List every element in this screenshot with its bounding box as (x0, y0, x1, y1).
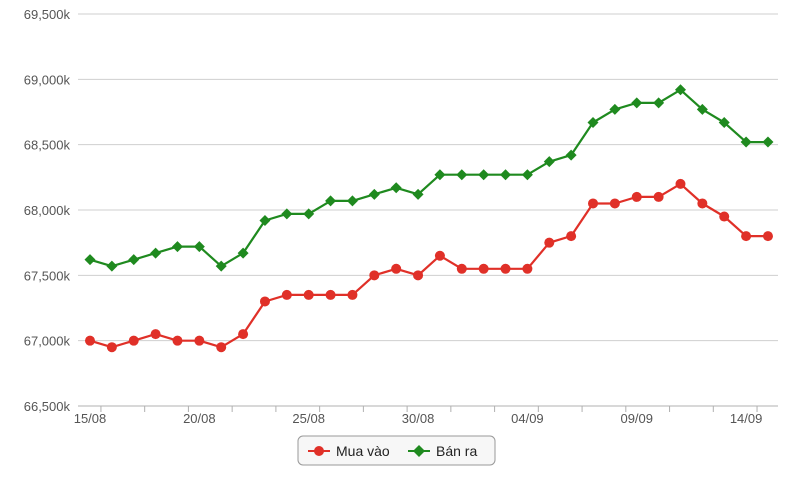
data-point (281, 208, 293, 220)
data-point (128, 335, 139, 346)
data-point (565, 149, 577, 161)
data-point (500, 169, 512, 181)
data-point (303, 289, 314, 300)
data-point (740, 136, 752, 148)
data-point (325, 195, 337, 207)
y-tick-label: 68,500k (24, 138, 71, 153)
data-point (150, 329, 161, 340)
x-axis: 15/08 20/08 25/08 30/08 04/09 09/09 14/09 (74, 406, 763, 426)
x-tick-label: 20/08 (183, 411, 216, 426)
data-point (741, 231, 752, 242)
data-point (346, 195, 358, 207)
data-point (631, 191, 642, 202)
data-point (259, 214, 271, 226)
data-point (171, 241, 183, 253)
data-point (281, 289, 292, 300)
data-point (696, 103, 708, 115)
y-tick-label: 67,500k (24, 268, 71, 283)
data-point (347, 289, 358, 300)
data-point (762, 231, 773, 242)
x-tick-label: 09/09 (620, 411, 653, 426)
data-point (566, 231, 577, 242)
y-axis: 66,500k 67,000k 67,500k 68,000k 68,500k 69,00… (24, 7, 71, 414)
x-tick-label: 14/09 (730, 411, 763, 426)
data-point (259, 296, 270, 307)
legend-item-mua-vao[interactable]: Mua vào (308, 443, 390, 459)
data-point (368, 188, 380, 200)
data-point (237, 247, 249, 259)
data-point (521, 169, 533, 181)
data-point (194, 335, 205, 346)
y-tick-label: 67,000k (24, 334, 71, 349)
data-point (697, 198, 708, 209)
data-point (238, 329, 249, 340)
data-point (412, 188, 424, 200)
data-point (719, 211, 730, 222)
data-point (588, 198, 599, 209)
data-point (675, 178, 686, 189)
data-point (413, 270, 424, 281)
y-tick-label: 69,500k (24, 7, 71, 22)
data-point (128, 254, 140, 266)
data-point (150, 247, 162, 259)
y-tick-label: 68,000k (24, 203, 71, 218)
data-point (215, 260, 227, 272)
data-point (718, 116, 730, 128)
x-tick-label: 04/09 (511, 411, 544, 426)
data-point (544, 237, 555, 248)
data-point (391, 263, 402, 274)
data-point (587, 116, 599, 128)
legend-label-mua-vao: Mua vào (336, 443, 390, 459)
grid-lines (78, 13, 778, 407)
data-point (85, 335, 95, 346)
data-point (500, 263, 511, 274)
data-point (84, 254, 96, 266)
data-point (193, 241, 205, 253)
series-line (89, 88, 768, 268)
data-point (631, 97, 643, 109)
data-point (543, 156, 555, 168)
data-point (434, 250, 445, 261)
legend[interactable]: Mua vào Bán ra (297, 435, 496, 466)
data-point (609, 198, 620, 209)
legend-box (297, 435, 496, 466)
data-point (390, 182, 402, 194)
data-point (172, 335, 183, 346)
data-point (216, 342, 227, 353)
data-point (369, 270, 380, 281)
diamond-marker-icon (413, 445, 425, 457)
series-lines (84, 84, 774, 353)
data-point (106, 260, 118, 272)
data-point (434, 169, 446, 181)
data-point (653, 191, 664, 202)
data-point (325, 289, 336, 300)
data-point (456, 169, 468, 181)
data-point (762, 136, 774, 148)
data-point (522, 263, 533, 274)
data-point (478, 169, 490, 181)
series-line (89, 182, 768, 349)
data-point (653, 97, 665, 109)
legend-item-ban-ra[interactable]: Bán ra (408, 443, 477, 459)
data-point (609, 103, 621, 115)
data-point (106, 342, 117, 353)
x-tick-label: 15/08 (74, 411, 107, 426)
y-tick-label: 66,500k (24, 399, 71, 414)
data-point (456, 263, 467, 274)
data-point (478, 263, 489, 274)
data-point (674, 84, 686, 96)
legend-label-ban-ra: Bán ra (436, 443, 477, 459)
x-tick-label: 30/08 (402, 411, 435, 426)
y-tick-label: 69,000k (24, 72, 71, 87)
x-tick-label: 25/08 (292, 411, 325, 426)
circle-marker-icon (314, 446, 324, 456)
data-point (303, 208, 315, 220)
